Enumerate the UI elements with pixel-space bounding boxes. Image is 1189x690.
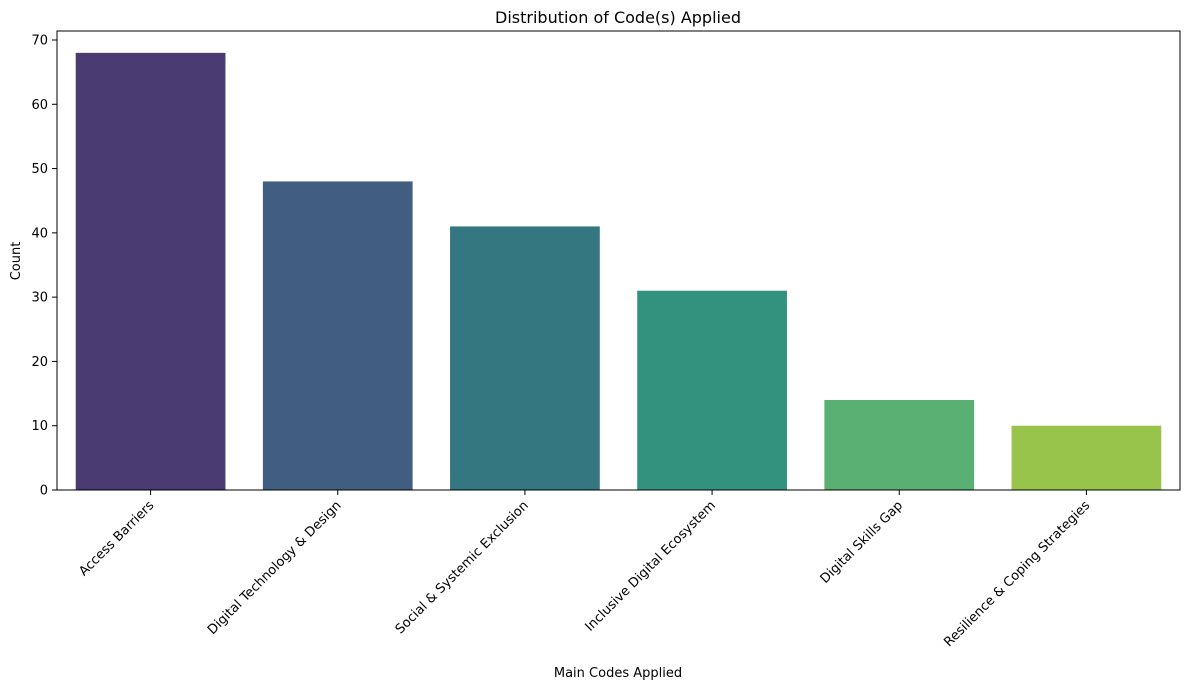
y-tick-label: 0 bbox=[40, 484, 48, 499]
y-tick-label: 50 bbox=[31, 162, 48, 177]
y-tick-label: 10 bbox=[31, 419, 48, 434]
x-axis: Access Barriers Digital Technology & Desi… bbox=[76, 490, 1093, 650]
chart-title: Distribution of Code(s) Applied bbox=[495, 8, 741, 27]
bars-group bbox=[75, 52, 1162, 490]
y-axis: 0 10 20 30 40 50 60 70 bbox=[31, 34, 57, 499]
bar bbox=[450, 226, 600, 490]
bar bbox=[824, 400, 975, 490]
plot-frame bbox=[56, 30, 1181, 491]
y-tick-label: 60 bbox=[31, 98, 48, 113]
bar bbox=[75, 52, 226, 490]
x-tick-label: Digital Skills Gap bbox=[818, 498, 906, 586]
y-axis-label: Count bbox=[9, 242, 24, 281]
x-tick-label: Resilience & Coping Strategies bbox=[941, 498, 1093, 650]
bar bbox=[262, 181, 413, 490]
x-axis-label: Main Codes Applied bbox=[554, 666, 682, 681]
x-tick-label: Digital Technology & Design bbox=[205, 498, 345, 638]
x-tick-label: Social & Systemic Exclusion bbox=[393, 498, 532, 637]
bar bbox=[637, 290, 787, 490]
x-tick-label: Inclusive Digital Ecosystem bbox=[583, 498, 719, 634]
x-tick-label: Access Barriers bbox=[76, 498, 157, 579]
y-tick-label: 70 bbox=[31, 34, 48, 49]
y-tick-label: 30 bbox=[31, 291, 48, 306]
y-tick-label: 40 bbox=[31, 226, 48, 241]
bar bbox=[1011, 425, 1162, 490]
y-tick-label: 20 bbox=[31, 355, 48, 370]
